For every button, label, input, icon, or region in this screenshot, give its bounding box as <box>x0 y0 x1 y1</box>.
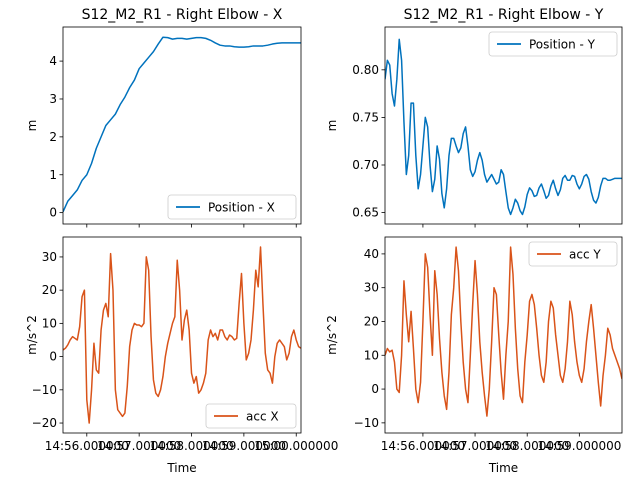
series-line-0-0 <box>63 36 301 213</box>
y-tick-label: 3 <box>49 92 57 106</box>
y-tick-label: 0.70 <box>352 158 379 172</box>
x-tick-label: 14:56.000000 <box>381 439 465 453</box>
legend-label: Position - X <box>208 201 275 215</box>
legend-box <box>528 241 618 267</box>
series-line-3-0 <box>385 246 622 417</box>
x-tick-label: 14:59.000000 <box>202 439 286 453</box>
y-tick-label: 1 <box>49 168 57 182</box>
y-axis-label: m <box>25 120 39 132</box>
axes-frame <box>384 26 623 225</box>
y-tick-label: −20 <box>32 416 57 430</box>
legend-box <box>205 403 297 429</box>
x-axis-label: Time <box>488 461 518 475</box>
chart-title: S12_M2_R1 - Right Elbow - X <box>82 7 283 23</box>
x-tick-label: 14:59.000000 <box>537 439 621 453</box>
series-line-2-0 <box>63 246 301 424</box>
y-tick-label: 20 <box>42 283 57 297</box>
y-tick-label: 20 <box>364 314 379 328</box>
axes-frame <box>62 26 302 225</box>
chart-panel-bottom-right: −1001020304014:56.00000014:57.00000014:5… <box>325 236 623 475</box>
chart-title: S12_M2_R1 - Right Elbow - Y <box>404 7 604 23</box>
y-tick-label: 10 <box>42 316 57 330</box>
x-axis-label: Time <box>166 461 196 475</box>
y-tick-label: 10 <box>364 348 379 362</box>
legend: acc Y <box>528 241 618 267</box>
y-tick-label: 0.65 <box>352 206 379 220</box>
legend: Position - X <box>167 194 297 220</box>
x-tick-label: 14:58.000000 <box>149 439 233 453</box>
y-tick-label: 0 <box>49 206 57 220</box>
legend-label: acc Y <box>569 248 601 262</box>
y-axis-label: m <box>325 120 339 132</box>
chart-panel-top-left: 0 1 2 3 4 S12_M2_R1 - Right Elbow - X m Positio… <box>25 7 302 228</box>
y-tick-label: 0 <box>371 382 379 396</box>
y-axis-label: m/s^2 <box>325 315 339 355</box>
y-tick-label: 30 <box>364 281 379 295</box>
y-tick-label: −10 <box>32 383 57 397</box>
chart-panel-bottom-left: −20−10010203014:56.00000014:57.00000014:… <box>25 236 338 475</box>
legend-box <box>167 194 297 220</box>
legend-label: Position - Y <box>529 38 596 52</box>
y-axis-label: m/s^2 <box>25 315 39 355</box>
y-tick-label: 30 <box>42 250 57 264</box>
chart-panel-top-right: 0.65 0.70 0.75 0.80 S12_M2_R1 - Right Elbow … <box>325 7 623 228</box>
x-tick-label: 14:58.000000 <box>485 439 569 453</box>
legend-label: acc X <box>246 410 279 424</box>
y-tick-label: 40 <box>364 247 379 261</box>
y-tick-label: 2 <box>49 130 57 144</box>
x-tick-label: 14:57.000000 <box>97 439 181 453</box>
legend: acc X <box>205 403 297 429</box>
x-tick-label: 15:00.000000 <box>254 439 338 453</box>
y-tick-label: 4 <box>49 54 57 68</box>
axes-frame <box>384 236 623 434</box>
y-tick-label: 0.80 <box>352 63 379 77</box>
y-tick-label: 0 <box>49 350 57 364</box>
series-line-1-0 <box>385 38 622 216</box>
x-tick-label: 14:56.000000 <box>45 439 129 453</box>
x-tick-label: 14:57.000000 <box>433 439 517 453</box>
legend: Position - Y <box>488 31 618 57</box>
axes-frame <box>62 236 302 434</box>
y-tick-label: −10 <box>354 416 379 430</box>
legend-box <box>488 31 618 57</box>
y-tick-label: 0.75 <box>352 110 379 124</box>
